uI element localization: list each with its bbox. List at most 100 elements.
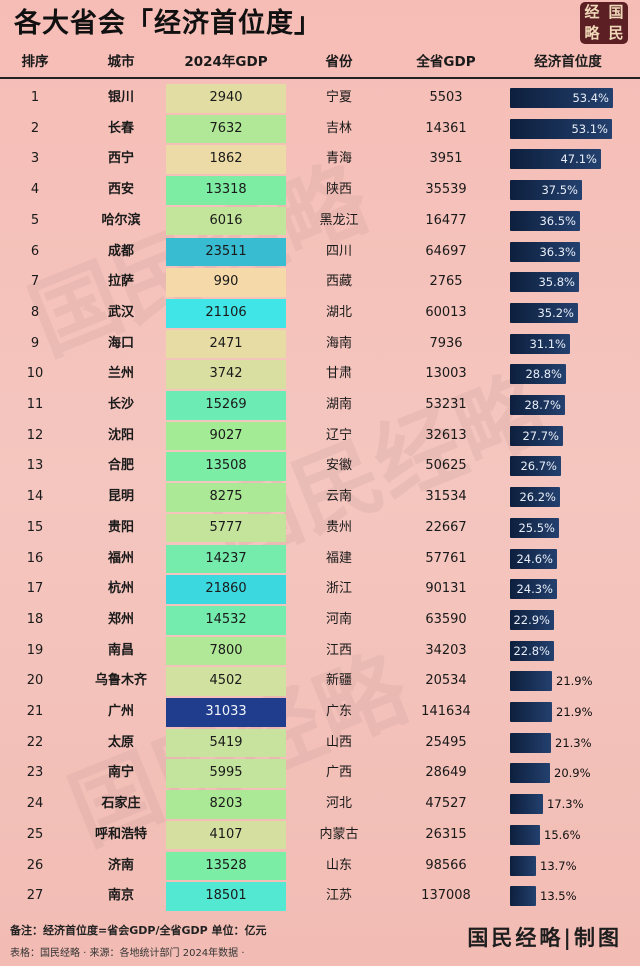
primacy-label: 36.3% [539,244,576,259]
city-cell: 合肥 [107,458,134,474]
province-gdp-cell: 26315 [425,826,467,842]
gdp-cell: 7632 [209,120,243,136]
gdp-heat-cell [166,575,286,604]
province-cell: 江西 [325,642,352,658]
brand-signature: 国民经略|制图 [467,925,622,950]
gdp-heat-cell [166,114,286,144]
gdp-cell: 3742 [209,366,243,382]
province-gdp-cell: 63590 [425,611,467,627]
table-row: 14 昆明 8275 云南 31534 26.2% [0,482,640,513]
rank-cell: 18 [26,611,44,627]
city-cell: 乌鲁木齐 [94,673,147,689]
rank-cell: 14 [26,489,44,505]
gdp-heat-cell [166,360,286,389]
rank-cell: 4 [30,182,40,198]
province-cell: 山东 [325,857,352,873]
gdp-cell: 5777 [209,519,243,535]
city-cell: 郑州 [107,611,134,627]
city-cell: 济南 [107,857,134,873]
primacy-label: 22.8% [513,643,550,658]
city-cell: 南昌 [107,642,134,658]
city-cell: 西安 [107,182,134,198]
primacy-bar [510,579,557,600]
province-cell: 吉林 [325,120,352,136]
table-row: 18 郑州 14532 河南 63590 22.9% [0,605,640,636]
primacy-bar [510,333,570,354]
province-gdp-cell: 57761 [425,550,467,566]
province-cell: 青海 [325,151,352,167]
primacy-label: 15.6% [544,827,581,842]
rank-cell: 23 [26,765,44,781]
primacy-bar [510,456,561,477]
gdp-cell: 4107 [209,826,243,842]
gdp-cell: 8275 [209,489,243,505]
primacy-label: 28.8% [525,367,562,382]
gdp-heat-cell [166,851,286,881]
city-cell: 福州 [107,550,134,566]
primacy-label: 13.5% [540,889,577,904]
province-cell: 海南 [325,335,352,351]
city-cell: 成都 [107,243,134,259]
primacy-bar [510,548,557,569]
gdp-cell: 21106 [205,304,247,320]
rank-cell: 21 [26,704,44,719]
gdp-cell: 5995 [209,765,243,781]
brand-seal-logo: 经 国 略 民 [580,2,628,44]
city-cell: 海口 [107,335,134,351]
table-row: 16 福州 14237 福建 57761 24.6% [0,544,640,575]
primacy-label: 24.6% [516,551,553,566]
province-cell: 湖北 [325,304,352,320]
province-gdp-cell: 141634 [421,704,471,719]
province-gdp-cell: 47527 [425,796,467,812]
table-row: 10 兰州 3742 甘肃 13003 28.8% [0,359,640,390]
header-province-gdp: 全省GDP [416,54,476,70]
table-row: 17 杭州 21860 浙江 90131 24.3% [0,574,640,605]
table-row: 8 武汉 21106 湖北 60013 35.2% [0,298,640,329]
city-cell: 昆明 [107,489,134,505]
province-gdp-cell: 32613 [425,427,467,443]
table-row: 27 南京 18501 江苏 137008 13.5% [0,881,640,912]
province-gdp-cell: 7936 [429,335,463,351]
gdp-cell: 14532 [205,611,247,627]
province-gdp-cell: 64697 [425,243,467,259]
primacy-label: 13.7% [540,858,577,873]
gdp-heat-cell [166,298,286,328]
province-gdp-cell: 22667 [425,519,467,535]
rank-cell: 12 [26,427,44,443]
rank-cell: 27 [26,888,44,904]
province-gdp-cell: 5503 [429,90,463,105]
primacy-bar [510,487,560,508]
province-cell: 陕西 [325,182,352,198]
gdp-cell: 2940 [209,90,243,105]
seal-char: 民 [608,24,624,42]
province-cell: 河北 [325,796,352,812]
gdp-heat-cell [166,268,286,297]
primacy-label: 35.2% [537,305,574,320]
rank-cell: 13 [26,458,44,474]
table-row: 11 长沙 15269 湖南 53231 28.7% [0,390,640,421]
table-row: 12 沈阳 9027 辽宁 32613 27.7% [0,421,640,452]
province-cell: 西藏 [325,274,352,290]
table-row: 15 贵阳 5777 贵州 22667 25.5% [0,513,640,544]
gdp-heat-cell [166,790,286,819]
page-title: 各大省会「经济首位度」 [14,8,322,39]
province-gdp-cell: 2765 [429,274,463,290]
primacy-bar [510,149,601,170]
gdp-heat-cell [166,176,286,205]
gdp-cell: 6016 [209,212,243,228]
city-cell: 西宁 [107,151,134,167]
gdp-heat-cell [166,421,286,451]
primacy-label: 26.2% [519,490,556,505]
footnote: 备注：经济首位度=省会GDP/全省GDP 单位：亿元 [10,924,267,937]
gdp-heat-cell [166,329,286,359]
rank-cell: 26 [26,857,44,873]
gdp-heat-cell [166,483,286,512]
gdp-cell: 9027 [209,427,243,443]
city-cell: 银川 [107,90,134,105]
primacy-bar [510,425,563,446]
province-cell: 江苏 [325,888,352,904]
province-cell: 湖南 [325,397,352,412]
gdp-heat-cell [166,544,286,574]
table-header: 排序 城市 2024年GDP 省份 全省GDP 经济首位度 [0,47,640,79]
gdp-cell: 7800 [209,642,243,658]
